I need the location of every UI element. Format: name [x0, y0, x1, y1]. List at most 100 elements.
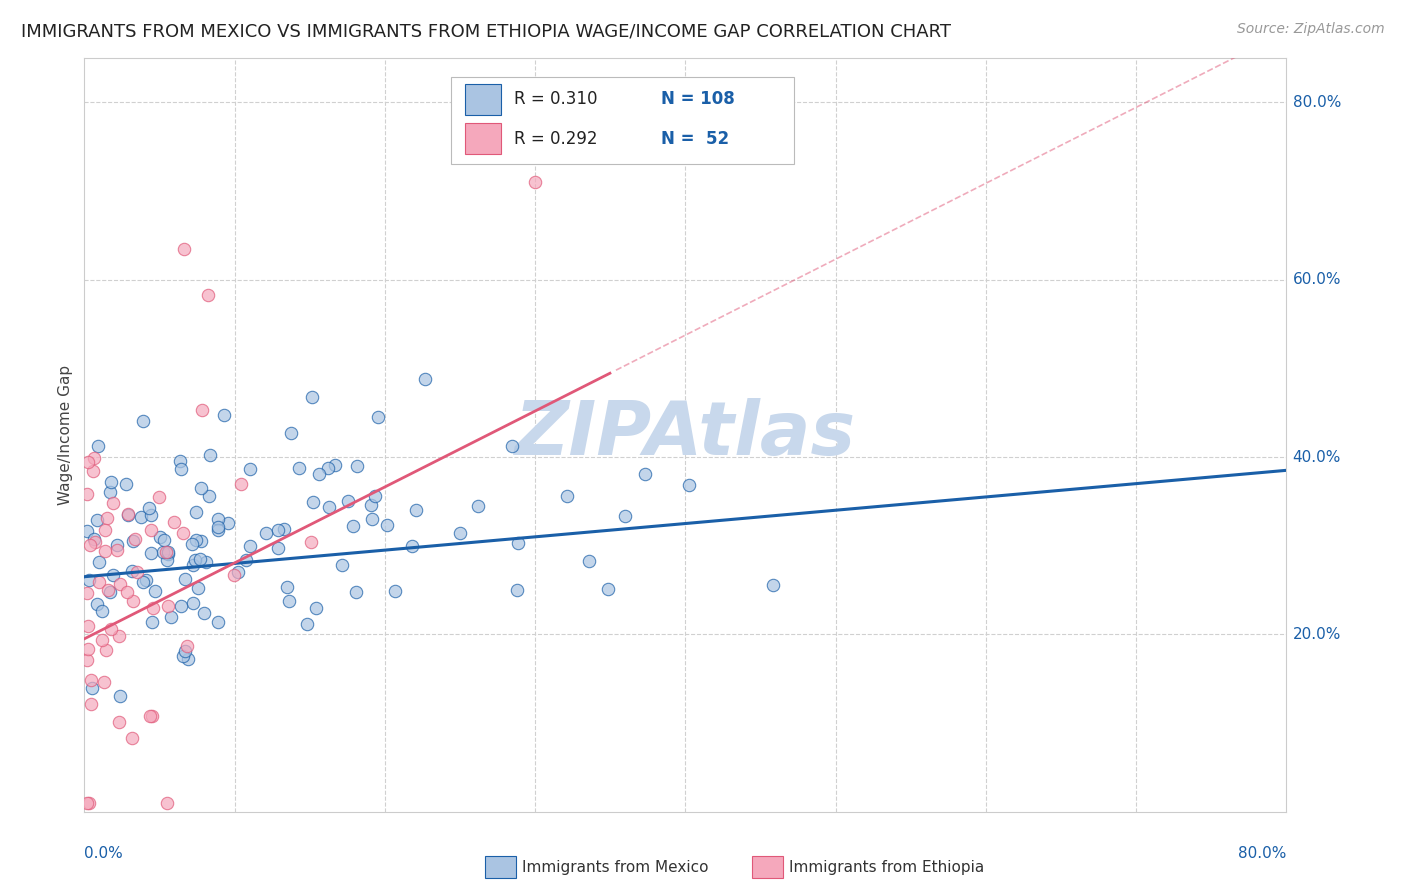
Point — [173, 242, 195, 256]
Point — [141, 709, 163, 723]
Point — [190, 481, 212, 495]
Point — [100, 622, 122, 636]
Point — [181, 558, 204, 572]
Text: 80.0%: 80.0% — [1239, 846, 1286, 861]
Point — [117, 508, 139, 522]
Text: Source: ZipAtlas.com: Source: ZipAtlas.com — [1237, 22, 1385, 37]
Point — [139, 708, 162, 723]
Point — [634, 467, 657, 482]
Point — [115, 585, 138, 599]
Point — [93, 524, 115, 538]
Point — [94, 643, 117, 657]
Point — [160, 610, 183, 624]
Text: ZIPAtlas: ZIPAtlas — [515, 399, 856, 471]
Point — [207, 615, 229, 629]
Point — [108, 576, 131, 591]
Point — [229, 477, 252, 491]
Point — [83, 535, 105, 549]
Point — [207, 511, 229, 525]
Point — [139, 546, 162, 560]
Point — [384, 584, 406, 599]
Point — [222, 568, 245, 582]
Point — [76, 585, 98, 599]
Point — [170, 599, 193, 613]
Point — [105, 538, 128, 552]
Point — [173, 644, 195, 658]
Point — [87, 575, 110, 590]
Point — [141, 615, 163, 630]
Point — [169, 453, 191, 467]
Point — [212, 408, 235, 422]
Point — [276, 580, 298, 594]
Point — [96, 511, 118, 525]
Point — [170, 461, 193, 475]
Point — [121, 533, 143, 548]
Point — [149, 530, 172, 544]
Point — [86, 597, 108, 611]
Point — [80, 681, 103, 696]
Point — [254, 526, 277, 541]
Point — [157, 547, 180, 561]
Point — [187, 581, 209, 595]
Point — [330, 558, 353, 572]
Point — [77, 573, 100, 587]
Point — [117, 508, 139, 523]
Point — [188, 552, 211, 566]
Point — [193, 606, 215, 620]
Point — [267, 541, 290, 556]
Point — [308, 467, 330, 481]
Point — [344, 584, 367, 599]
Text: IMMIGRANTS FROM MEXICO VS IMMIGRANTS FROM ETHIOPIA WAGE/INCOME GAP CORRELATION C: IMMIGRANTS FROM MEXICO VS IMMIGRANTS FRO… — [21, 22, 950, 40]
Point — [301, 390, 323, 404]
Point — [266, 524, 288, 538]
Text: 0.0%: 0.0% — [84, 846, 124, 861]
Point — [121, 593, 143, 607]
Point — [105, 542, 128, 557]
Point — [506, 583, 529, 598]
Text: R = 0.310: R = 0.310 — [513, 90, 598, 109]
Point — [93, 543, 115, 558]
Point — [288, 460, 311, 475]
Point — [172, 526, 194, 541]
Point — [83, 450, 105, 465]
Point — [217, 516, 239, 530]
Point — [191, 403, 214, 417]
Bar — [465, 123, 502, 154]
Point — [110, 690, 132, 704]
Point — [555, 489, 578, 503]
Text: Immigrants from Mexico: Immigrants from Mexico — [522, 860, 709, 874]
Point — [506, 536, 529, 550]
Point — [177, 652, 200, 666]
Point — [97, 582, 120, 597]
Point — [125, 566, 148, 580]
Point — [98, 584, 121, 599]
Text: 20.0%: 20.0% — [1292, 627, 1341, 642]
Point — [157, 599, 180, 613]
Text: R = 0.292: R = 0.292 — [513, 129, 598, 148]
Point — [280, 426, 302, 441]
Point — [501, 439, 523, 453]
Point — [83, 532, 105, 546]
Point — [180, 537, 202, 551]
Point — [367, 410, 389, 425]
Point — [100, 475, 122, 489]
Point — [323, 458, 346, 473]
Point — [207, 520, 229, 534]
Point — [360, 511, 382, 525]
Point — [614, 508, 637, 523]
Point — [375, 517, 398, 532]
Point — [76, 653, 98, 667]
Point — [405, 502, 427, 516]
Point — [87, 555, 110, 569]
Point — [316, 460, 339, 475]
Point — [360, 498, 382, 512]
Point — [302, 495, 325, 509]
Bar — [465, 84, 502, 115]
Point — [131, 575, 153, 590]
Point — [301, 535, 323, 549]
Point — [121, 731, 143, 745]
Point — [107, 629, 129, 643]
Point — [467, 499, 489, 513]
Point — [524, 175, 547, 189]
Point — [273, 522, 295, 536]
